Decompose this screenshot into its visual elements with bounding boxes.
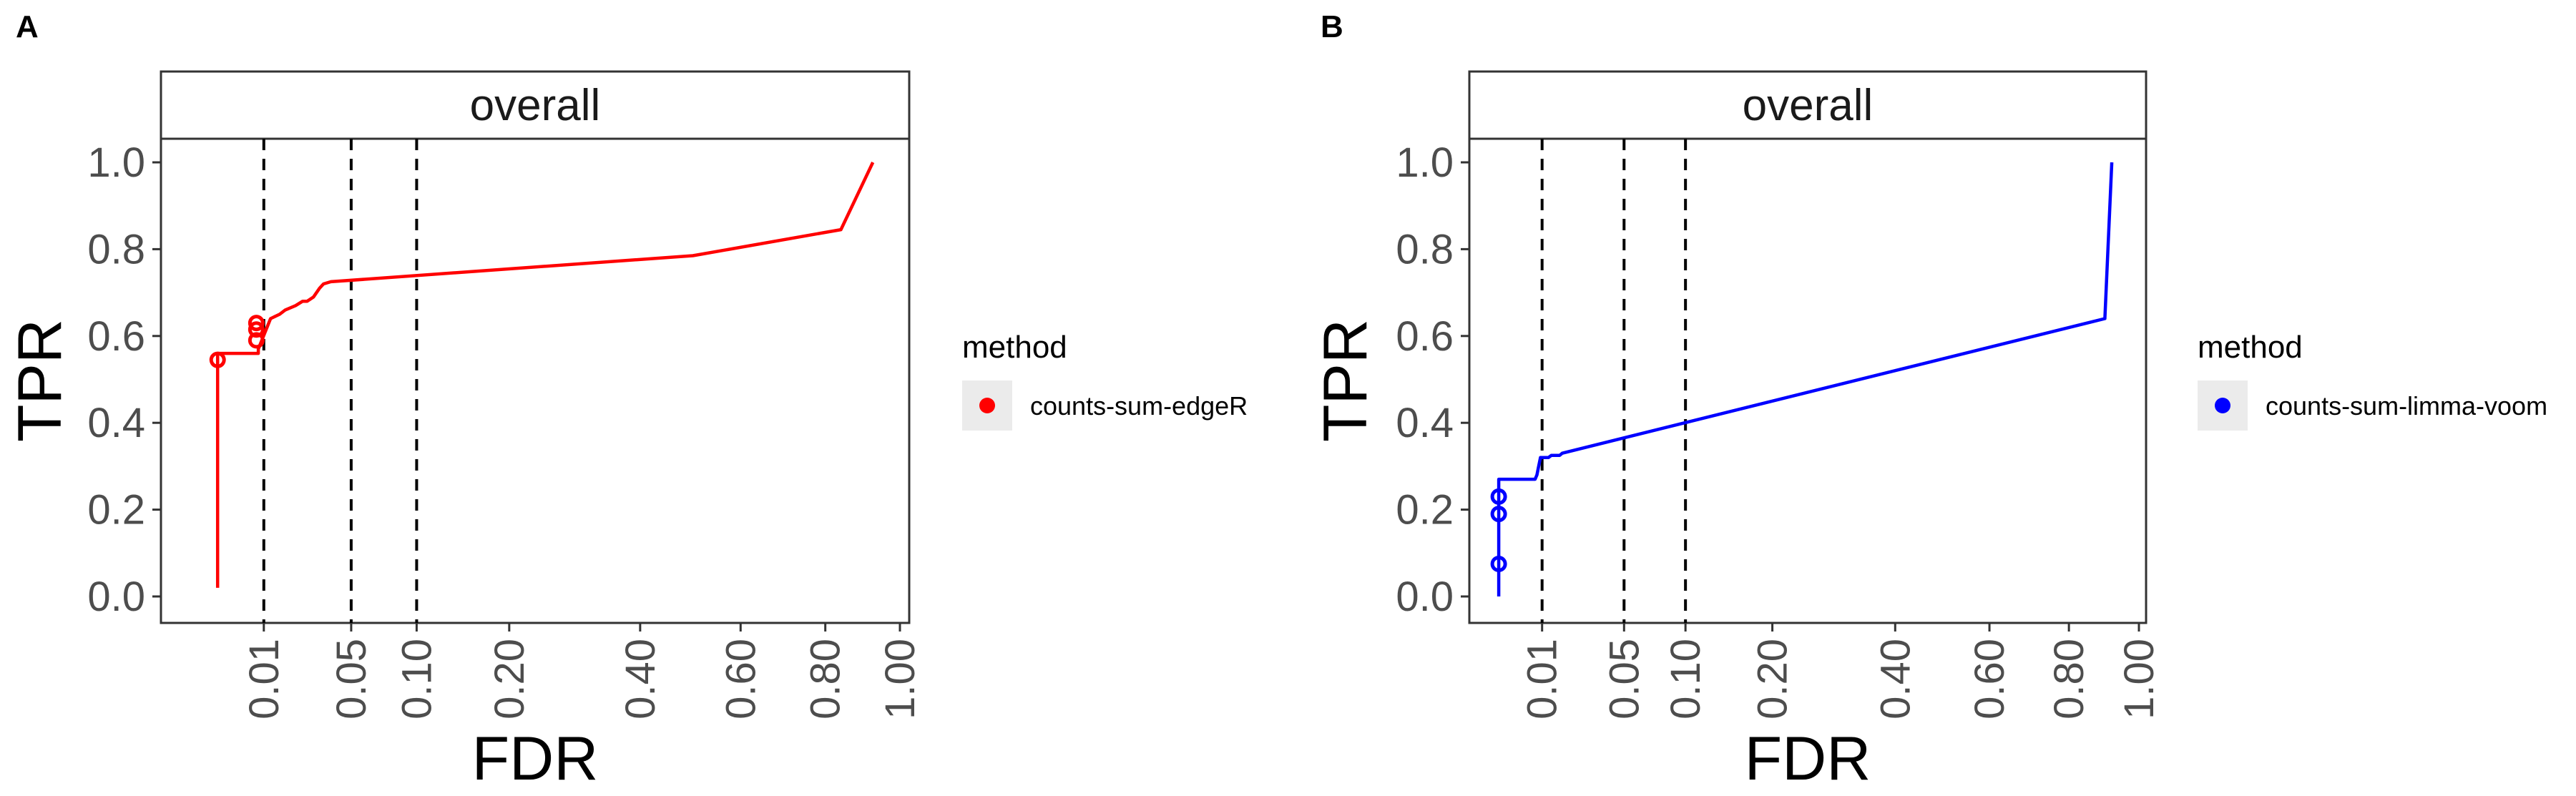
panel-a-y-ticks: 0.0 0.2 0.4 0.6 0.8 1.0 (87, 139, 161, 620)
panel-a-threshold-point (248, 332, 265, 349)
panel-a: A overall 0.01 0.05 0.10 0.20 0.40 0.60 0.80 1.… (6, 9, 1248, 793)
panel-b-series (1490, 162, 2114, 596)
panel-b-x-tick-label: 1.00 (2116, 639, 2163, 719)
panel-b-y-tick-label: 0.8 (1396, 226, 1454, 272)
panel-a-x-tick-label: 1.00 (877, 639, 924, 719)
panel-b-y-ticks: 0.0 0.2 0.4 0.6 0.8 1.0 (1396, 139, 1469, 620)
panel-b-y-tick-label: 0.0 (1396, 574, 1454, 620)
panel-a-legend-title: method (962, 330, 1067, 365)
panel-a-x-tick-label: 0.01 (241, 639, 288, 719)
panel-a-strip (160, 70, 911, 140)
panel-b-x-tick-label: 0.60 (1967, 639, 2013, 719)
panel-b-x-tick-label: 0.20 (1750, 639, 1796, 719)
panel-a-x-tick-label: 0.40 (617, 639, 664, 719)
panel-b-plot-area (1468, 137, 2148, 624)
panel-a-series (209, 162, 875, 588)
panel-a-y-tick-label: 0.8 (87, 226, 145, 272)
panel-a-legend: method counts-sum-edgeR (962, 330, 1248, 431)
panel-b-x-tick-label: 0.10 (1662, 639, 1709, 719)
panel-a-x-tick-label: 0.05 (328, 639, 375, 719)
panel-a-x-ticks: 0.01 0.05 0.10 0.20 0.40 0.60 0.80 1.00 (241, 623, 924, 719)
panel-a-legend-marker (979, 398, 995, 413)
panel-b-threshold-point (1490, 555, 1507, 572)
panel-b-legend-marker (2215, 398, 2230, 413)
panel-b-legend-label: counts-sum-limma-voom (2266, 391, 2547, 421)
panel-a-strip-label: overall (470, 81, 601, 130)
panel-a-letter: A (16, 9, 39, 44)
panel-b-legend: method counts-sum-limma-voom (2198, 330, 2547, 431)
panel-b-y-axis-title: TPR (1311, 319, 1380, 442)
panel-a-x-tick-label: 0.80 (803, 639, 849, 719)
panel-b-thresholds (1540, 139, 1688, 623)
panel-a-plot-area (160, 137, 911, 624)
panel-a-series-line (215, 162, 875, 588)
panel-a-legend-label: counts-sum-edgeR (1030, 391, 1248, 421)
panel-b-y-tick-label: 0.2 (1396, 487, 1454, 534)
panel-a-threshold-point (248, 315, 265, 332)
panel-a-x-tick-label: 0.20 (486, 639, 533, 719)
panel-a-x-tick-label: 0.60 (718, 639, 764, 719)
panel-b-y-tick-label: 0.6 (1396, 313, 1454, 360)
panel-b-threshold-point (1490, 488, 1507, 505)
panel-a-y-tick-label: 0.0 (87, 574, 145, 620)
panel-b-strip (1468, 70, 2148, 140)
panel-a-x-axis-title: FDR (472, 724, 599, 793)
panel-b-threshold-point (1490, 506, 1507, 523)
panel-a-threshold-point (248, 321, 265, 338)
panel-a-y-tick-label: 1.0 (87, 139, 145, 186)
panel-a-y-axis-title: TPR (6, 319, 74, 442)
panel-a-threshold-point (209, 351, 226, 368)
panel-a-y-tick-label: 0.2 (87, 487, 145, 534)
panel-b-x-tick-label: 0.05 (1601, 639, 1647, 719)
panel-a-y-tick-label: 0.6 (87, 313, 145, 360)
panel-b-x-tick-label: 0.80 (2046, 639, 2092, 719)
panel-b-strip-label: overall (1743, 81, 1874, 130)
panel-b-y-tick-label: 0.4 (1396, 400, 1454, 446)
panel-b-x-ticks: 0.01 0.05 0.10 0.20 0.40 0.60 0.80 1.00 (1519, 623, 2163, 719)
panel-b-x-axis-title: FDR (1745, 724, 1871, 793)
panel-b: B overall 0.01 0.05 0.10 0.20 0.40 0.60 0.80 1.… (1311, 9, 2547, 793)
panel-a-thresholds (262, 139, 418, 623)
panel-b-x-tick-label: 0.40 (1872, 639, 1919, 719)
panel-a-x-tick-label: 0.10 (393, 639, 440, 719)
panel-b-series-line (1497, 162, 2114, 596)
panel-b-x-tick-label: 0.01 (1519, 639, 1566, 719)
panel-b-letter: B (1321, 9, 1343, 44)
panel-b-y-tick-label: 1.0 (1396, 139, 1454, 186)
panel-b-legend-title: method (2198, 330, 2303, 365)
panel-a-y-tick-label: 0.4 (87, 400, 145, 446)
